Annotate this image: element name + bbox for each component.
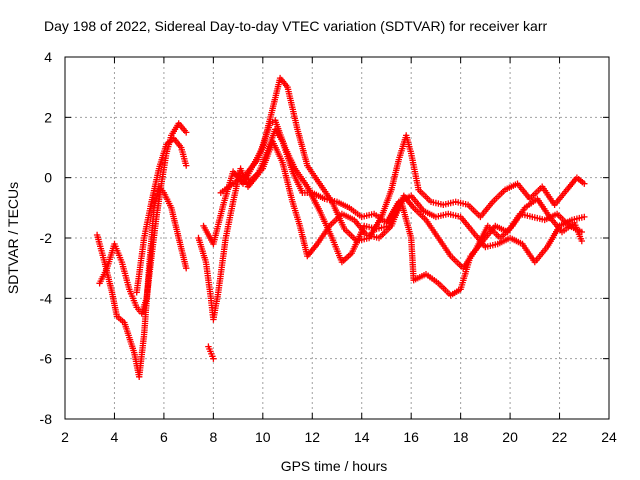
x-tick-label: 6 [160, 429, 168, 445]
series-track-7 [234, 138, 585, 272]
x-tick-label: 14 [354, 429, 370, 445]
data-point-markers [205, 343, 217, 362]
y-tick-label: -4 [40, 290, 53, 306]
data-point-markers [234, 138, 585, 272]
x-tick-label: 18 [453, 429, 469, 445]
x-tick-label: 12 [304, 429, 320, 445]
y-tick-label: -8 [40, 411, 53, 427]
y-tick-label: 4 [44, 49, 52, 65]
x-axis-label: GPS time / hours [281, 458, 388, 474]
data-point-markers [133, 135, 190, 296]
y-tick-label: -6 [40, 351, 53, 367]
y-axis-label: SDTVAR / TECUs [5, 182, 21, 294]
x-tick-label: 8 [209, 429, 217, 445]
series-track-1 [93, 183, 190, 380]
x-tick-label: 10 [255, 429, 271, 445]
data-point-markers [93, 183, 190, 380]
x-tick-label: 16 [403, 429, 419, 445]
x-tick-label: 24 [601, 429, 617, 445]
x-tick-label: 20 [502, 429, 518, 445]
y-tick-label: -2 [40, 230, 53, 246]
series-track-8 [205, 343, 217, 362]
x-tick-label: 22 [552, 429, 568, 445]
data-marks [93, 74, 588, 380]
x-tick-label: 4 [111, 429, 119, 445]
series-track-3 [133, 135, 190, 296]
x-tick-label: 2 [61, 429, 69, 445]
y-tick-label: 0 [44, 170, 52, 186]
chart-title: Day 198 of 2022, Sidereal Day-to-day VTE… [44, 18, 547, 34]
y-tick-label: 2 [44, 109, 52, 125]
